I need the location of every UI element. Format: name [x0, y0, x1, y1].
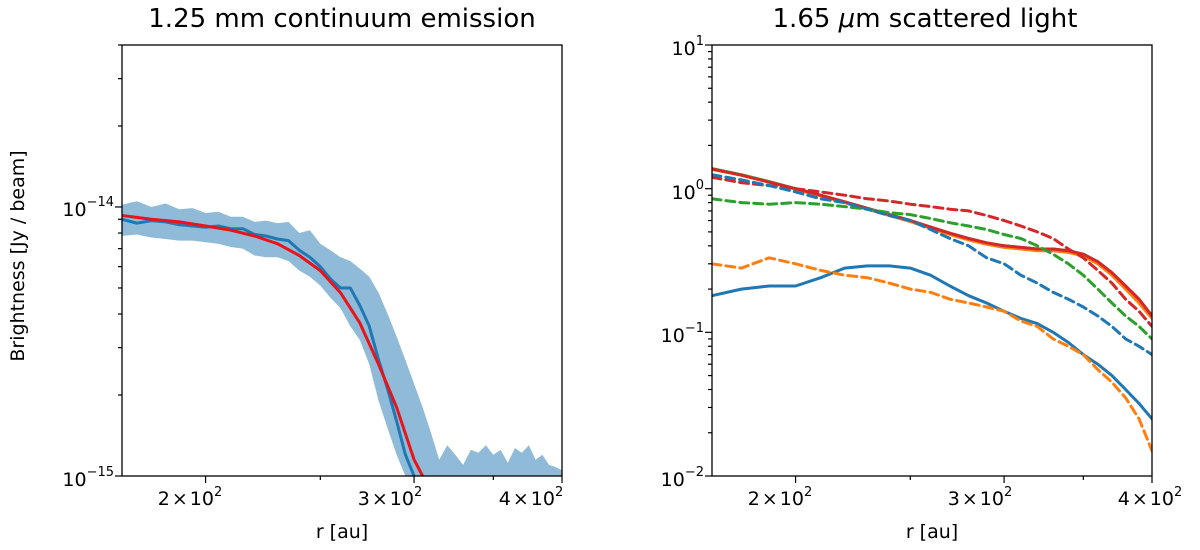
- panel-continuum: 1.25 mm continuum emission 2 × 102 3 × 102 4…: [7, 4, 563, 543]
- plot-frame: [121, 44, 563, 477]
- x-axis-label: r [au]: [316, 521, 368, 543]
- blue-dashed-series: [712, 173, 1152, 357]
- y-tick-label: 10−14: [62, 195, 114, 221]
- y-axis-label: Brightness [Jy / beam]: [7, 150, 29, 361]
- y-tick-label: 10−15: [62, 465, 114, 491]
- x-tick-label: 4 × 102: [1118, 485, 1182, 510]
- orange-model-series: [712, 168, 1152, 320]
- plot-frame: [711, 44, 1153, 477]
- plot-area: [122, 201, 562, 476]
- model-fit-series: [122, 214, 425, 476]
- plot-area: [712, 167, 1152, 453]
- chart-title: 1.65 μm scattered light: [773, 4, 1078, 34]
- orange-dashed-series: [712, 256, 1152, 453]
- x-tick-label: 4 × 102: [499, 485, 563, 510]
- x-tick-label: 3 × 102: [358, 485, 422, 510]
- x-tick-label: 3 × 102: [948, 485, 1012, 510]
- x-tick-label: 2 × 102: [158, 485, 222, 510]
- observed-profile-series: [122, 217, 416, 476]
- blue-model-series: [712, 264, 1152, 421]
- chart-title: 1.25 mm continuum emission: [148, 4, 535, 34]
- y-tick-label: 100: [672, 178, 704, 204]
- red-dashed-series: [712, 175, 1152, 328]
- axis-ticks: [115, 44, 563, 483]
- x-axis-label: r [au]: [906, 521, 958, 543]
- axis-ticks: [705, 44, 1153, 483]
- y-tick-label: 101: [672, 34, 704, 60]
- y-tick-label: 10−2: [661, 465, 704, 491]
- panel-scattered: 1.65 μm scattered light 2 × 102 3 × 102 4 × 10…: [661, 4, 1183, 543]
- y-tick-label: 10−1: [661, 321, 704, 347]
- green-dashed-series: [712, 197, 1152, 341]
- red-model-series: [712, 167, 1152, 318]
- x-tick-label: 2 × 102: [748, 485, 812, 510]
- uncertainty-band-series: [122, 201, 562, 476]
